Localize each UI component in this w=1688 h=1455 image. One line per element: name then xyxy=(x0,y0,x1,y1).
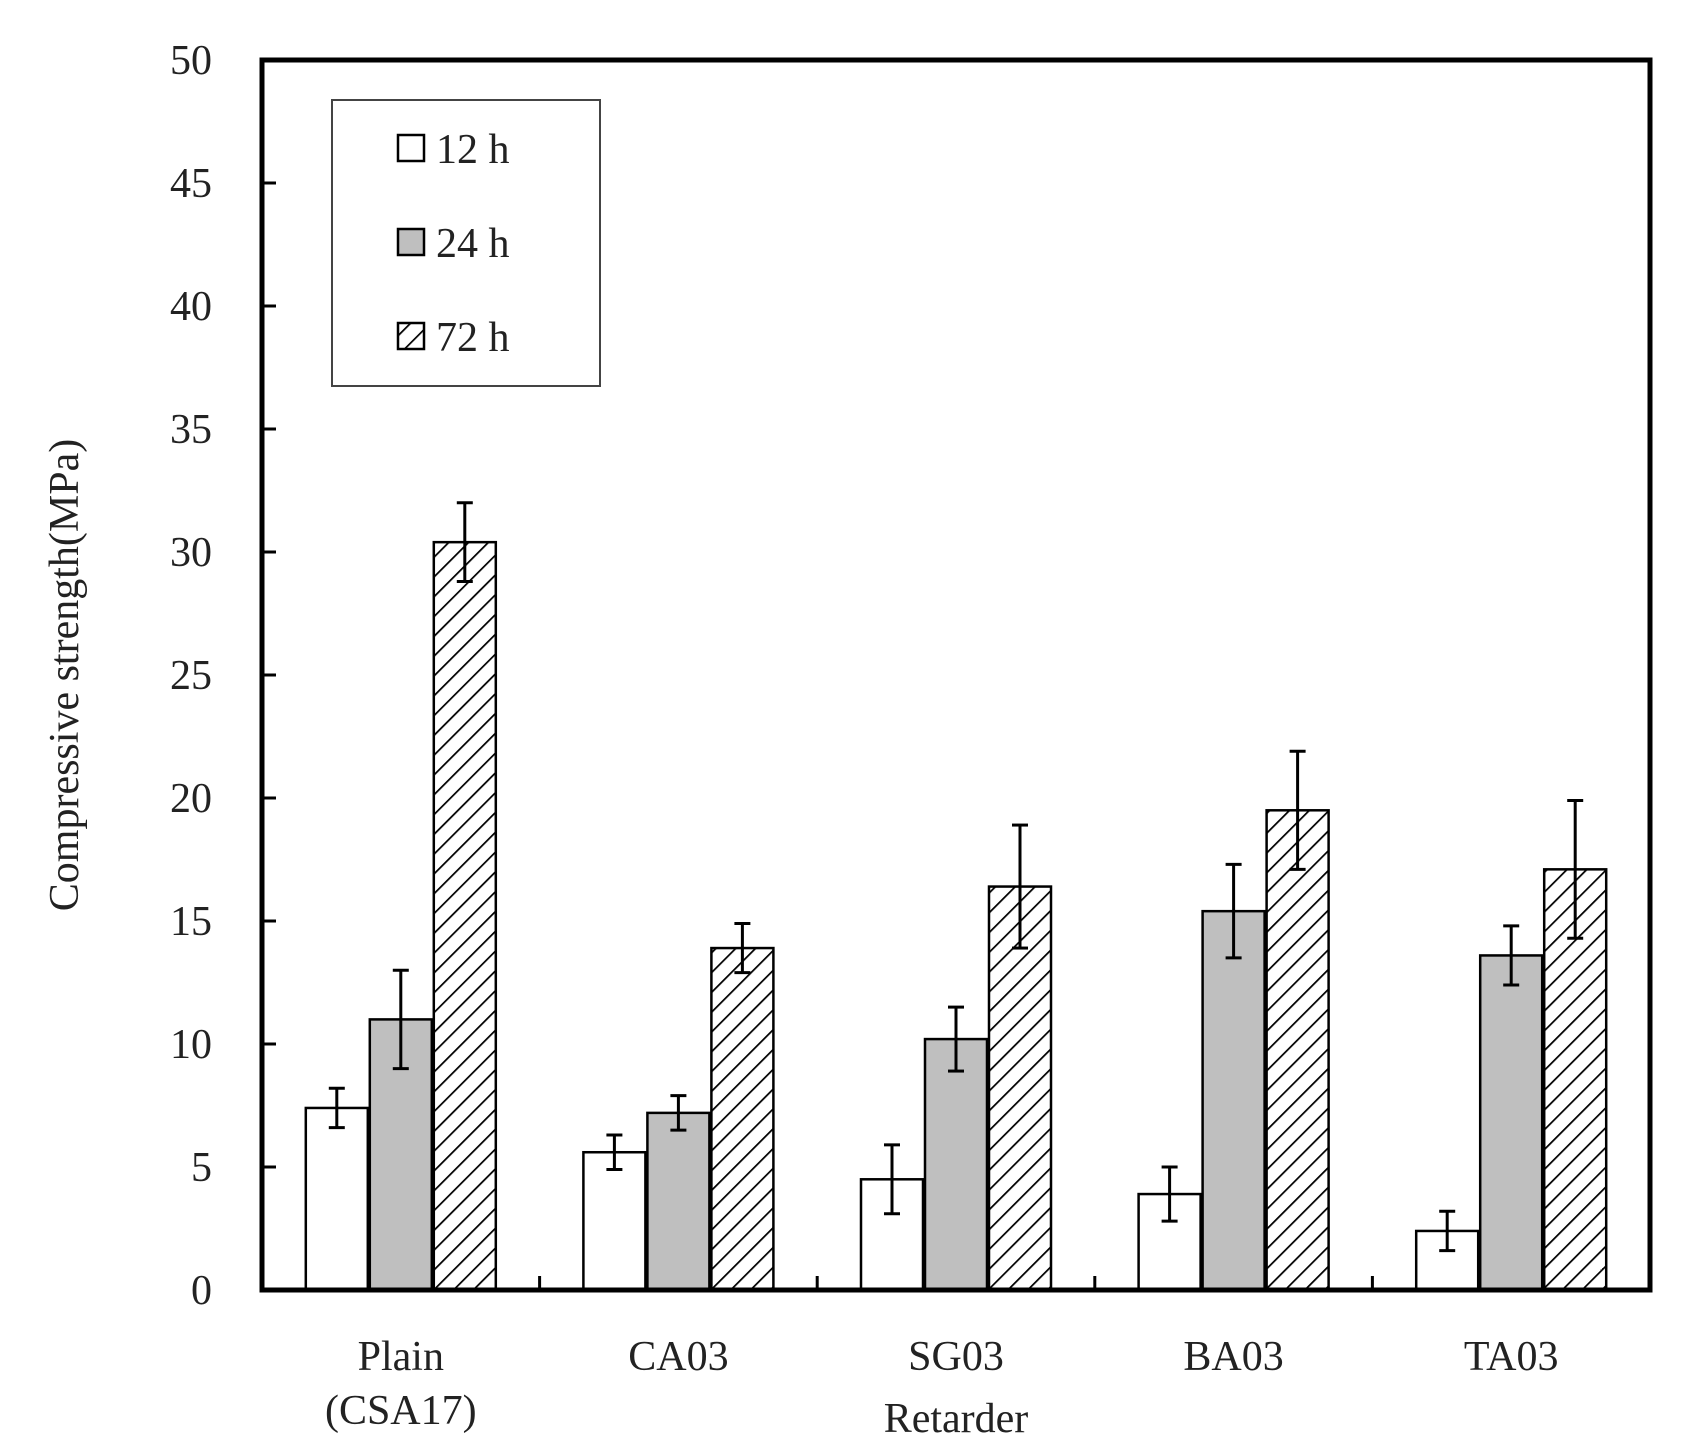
x-category-label: BA03 xyxy=(1183,1334,1283,1380)
bar-24h-3 xyxy=(1201,909,1266,1292)
legend: 12 h 24 h 72 h xyxy=(331,99,601,387)
legend-label: 24 h xyxy=(436,221,510,267)
bar-24h-1 xyxy=(646,1111,711,1292)
y-axis: 0 5 10 15 20 25 30 35 40 45 50 xyxy=(170,38,276,1314)
x-axis-title: Retarder xyxy=(884,1396,1029,1442)
y-tick-label: 40 xyxy=(170,284,212,330)
legend-box xyxy=(331,99,601,387)
x-category-label: TA03 xyxy=(1464,1334,1559,1380)
y-tick-label: 25 xyxy=(170,653,212,699)
legend-swatch-24h xyxy=(396,227,426,257)
x-category-label: (CSA17) xyxy=(325,1388,477,1434)
legend-label: 12 h xyxy=(436,127,510,173)
y-tick-label: 20 xyxy=(170,776,212,822)
y-tick-label: 15 xyxy=(170,899,212,945)
y-tick-label: 45 xyxy=(170,161,212,207)
x-axis: Plain (CSA17) CA03 SG03 BA03 TA03 xyxy=(325,1276,1559,1434)
legend-swatch-12h xyxy=(396,133,426,163)
bar-12h-1 xyxy=(582,1150,647,1292)
y-tick-label: 10 xyxy=(170,1022,212,1068)
bar-12h-0 xyxy=(304,1106,370,1292)
y-tick-label: 35 xyxy=(170,407,212,453)
legend-swatch-72h xyxy=(396,321,426,351)
legend-label: 72 h xyxy=(436,315,510,361)
x-category-label: Plain xyxy=(358,1334,444,1380)
y-tick-label: 5 xyxy=(191,1145,212,1191)
bar-72h-0 xyxy=(432,540,498,1292)
y-tick-label: 0 xyxy=(191,1268,212,1314)
y-axis-title: Compressive strength(MPa) xyxy=(42,439,88,911)
y-tick-label: 50 xyxy=(170,38,212,84)
x-category-label: SG03 xyxy=(908,1334,1004,1380)
bar-72h-3 xyxy=(1265,809,1330,1292)
bar-24h-2 xyxy=(923,1037,989,1292)
bars-layer xyxy=(304,540,1608,1292)
bar-12h-3 xyxy=(1137,1192,1202,1292)
error-bars-layer xyxy=(328,501,1584,1253)
bar-72h-1 xyxy=(710,946,775,1292)
y-tick-label: 30 xyxy=(170,530,212,576)
bar-24h-4 xyxy=(1478,954,1544,1292)
x-category-label: CA03 xyxy=(628,1334,728,1380)
